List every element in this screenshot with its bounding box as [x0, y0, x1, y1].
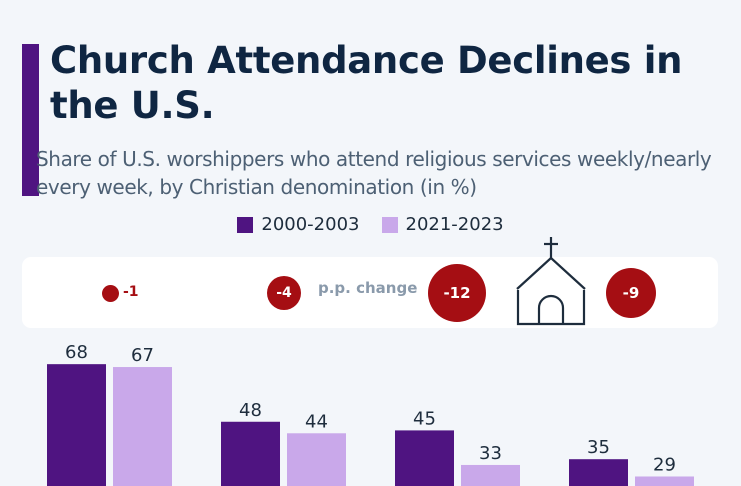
bar-value-label: 29 — [653, 454, 676, 475]
change-bubble-3: -12 — [428, 264, 486, 322]
bar-value-label: 44 — [305, 411, 328, 432]
legend-label: 2000-2003 — [261, 214, 360, 235]
chart-title: Church Attendance Declines in the U.S. — [50, 39, 683, 127]
bar-value-label: 35 — [587, 437, 610, 458]
change-bubble-2: -4 — [267, 276, 301, 310]
legend-label: 2021-2023 — [405, 214, 504, 235]
change-panel — [22, 257, 718, 328]
bar-2021-2023-3 — [461, 464, 520, 486]
change-value-1: -1 — [123, 284, 139, 300]
bar-value-label: 48 — [239, 400, 262, 421]
bar-value-label: 67 — [131, 345, 154, 366]
bar-2021-2023-2 — [287, 433, 346, 486]
legend-item-2021-2023: 2021-2023 — [381, 214, 504, 235]
legend-swatch — [237, 216, 254, 233]
bar-2000-2003-3 — [395, 430, 454, 486]
bar-2021-2023-4 — [635, 476, 694, 486]
change-bubble-4: -9 — [606, 268, 656, 318]
bar-value-label: 33 — [479, 443, 502, 464]
chart-subtitle: Share of U.S. worshippers who attend rel… — [36, 147, 712, 199]
pp-change-label: p.p. change — [318, 279, 418, 297]
legend-swatch — [381, 216, 398, 233]
bar-2021-2023-1 — [113, 367, 172, 486]
bar-2000-2003-1 — [47, 364, 106, 486]
church-icon — [516, 237, 586, 326]
change-bubble-1 — [102, 285, 119, 302]
bar-2000-2003-4 — [569, 459, 628, 486]
legend-item-2000-2003: 2000-2003 — [237, 214, 360, 235]
legend: 2000-2003 2021-2023 — [0, 214, 741, 235]
title-accent-bar — [22, 44, 39, 196]
bar-2000-2003-2 — [221, 421, 280, 486]
bar-value-label: 68 — [65, 342, 88, 363]
bar-value-label: 45 — [413, 408, 436, 429]
